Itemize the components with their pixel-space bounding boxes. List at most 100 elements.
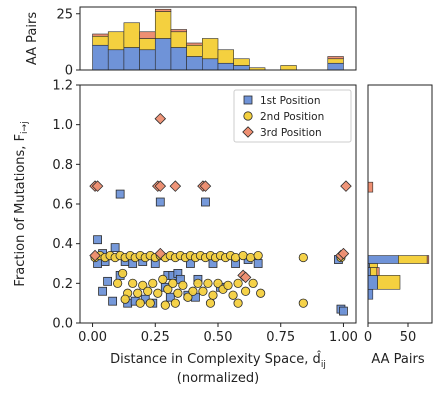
top-bar-1-15 [327, 58, 344, 64]
main-ytick-label-2: 0.4 [52, 237, 73, 252]
right-histogram-xlabel: AA Pairs [371, 352, 424, 367]
point-circle-1-33 [118, 268, 128, 279]
top-bar-1-5 [170, 31, 187, 48]
point-square-0-3 [110, 243, 120, 253]
point-circle-1-54 [223, 280, 233, 290]
legend-label-0: 1st Position [260, 95, 321, 107]
top-bar-2-3 [139, 31, 156, 39]
point-square-0-25 [201, 197, 210, 207]
legend-marker-square [243, 95, 253, 105]
top-bar-1-4 [154, 11, 172, 39]
legend: 1st Position 2nd Position 3rd Position [233, 89, 352, 143]
point-circle-1-32 [113, 278, 123, 288]
right-xtick-label-0: 0 [364, 330, 372, 345]
point-diamond-2-1 [91, 180, 104, 192]
top-bar-1-1 [107, 31, 125, 51]
main-xlabel-line2: (normalized) [177, 371, 259, 386]
top-bar-0-3 [139, 49, 156, 71]
point-diamond-2-14 [337, 247, 350, 260]
top-histogram-frame [79, 6, 357, 71]
point-circle-1-65 [120, 294, 130, 304]
top-bar-1-7 [202, 38, 219, 60]
top-bar-1-3 [139, 38, 156, 51]
main-ytick-label-6: 1.2 [52, 79, 73, 94]
right-bar-2-1 [377, 275, 401, 290]
point-circle-1-52 [213, 278, 223, 288]
main-xlabel: Distance in Complexity Space, d̂ij [110, 352, 326, 370]
point-circle-1-67 [298, 252, 308, 263]
point-square-0-4 [115, 189, 125, 199]
main-ylabel: Fraction of Mutations, Fi→j [13, 121, 30, 286]
main-xlabel-subscript: ij [321, 360, 326, 370]
point-circle-1-58 [248, 278, 258, 288]
point-circle-1-48 [193, 278, 203, 288]
main-ytick-label-4: 0.8 [52, 158, 73, 173]
point-circle-1-41 [158, 274, 168, 284]
legend-label-2: 3rd Position [260, 127, 322, 139]
top-bar-0-7 [202, 58, 219, 71]
main-xtick-label-0: 0.00 [78, 330, 107, 345]
right-bar-2-0 [367, 275, 378, 290]
point-diamond-2-8 [154, 112, 167, 125]
point-square-0-6 [98, 286, 107, 296]
top-histogram-ylabel: AA Pairs [25, 12, 40, 65]
point-circle-1-46 [183, 292, 193, 302]
point-square-0-14 [155, 197, 165, 207]
top-bar-2-4 [154, 8, 172, 12]
main-xtick-label-1: 0.25 [141, 330, 170, 345]
legend-box [233, 89, 352, 143]
point-diamond-2-12 [239, 271, 252, 284]
top-bar-0-6 [186, 56, 203, 71]
right-bar-5-1 [398, 255, 428, 264]
point-diamond-2-10 [89, 249, 101, 262]
right-bar-4-1 [369, 263, 378, 268]
point-circle-1-42 [163, 284, 173, 294]
point-circle-1-43 [168, 278, 178, 288]
top-bar-0-15 [327, 62, 344, 71]
right-bar-5-0 [367, 255, 399, 264]
right-bar-3-2 [376, 267, 380, 276]
point-circle-1-57 [241, 286, 251, 296]
main-ytick-label-0: 0.0 [52, 317, 73, 332]
main-ylabel-subscript: i→j [20, 121, 30, 134]
point-circle-1-61 [160, 300, 170, 310]
top-bar-2-15 [327, 56, 344, 60]
point-circle-1-51 [208, 290, 218, 300]
top-bar-0-0 [92, 44, 109, 71]
point-circle-1-36 [133, 288, 143, 298]
point-circle-1-63 [205, 298, 216, 308]
right-bar-1-0 [367, 288, 374, 300]
point-circle-1-29 [238, 250, 248, 261]
point-circle-1-68 [298, 298, 308, 308]
point-diamond-2-9 [154, 247, 167, 260]
point-circle-1-50 [203, 278, 213, 288]
top-bar-1-0 [92, 35, 109, 46]
point-circle-1-31 [253, 250, 263, 261]
top-bar-0-5 [170, 47, 187, 71]
top-bar-0-9 [233, 65, 250, 71]
top-bar-2-6 [186, 42, 203, 46]
point-circle-1-44 [173, 288, 183, 298]
point-circle-1-64 [233, 298, 243, 308]
right-bar-5-2 [426, 255, 430, 264]
right-xtick-label-1: 50 [400, 330, 417, 345]
main-ytick-label-3: 0.6 [52, 198, 73, 213]
right-bar-6-2 [367, 181, 374, 193]
point-circle-1-56 [233, 278, 243, 288]
point-circle-1-62 [170, 298, 180, 308]
top-bar-0-8 [217, 62, 234, 71]
top-bar-2-0 [92, 33, 109, 37]
legend-marker-circle [243, 111, 253, 121]
right-bar-3-1 [370, 267, 378, 276]
point-circle-1-28 [230, 252, 241, 263]
point-square-0-0 [93, 235, 102, 245]
point-square-0-7 [108, 296, 118, 306]
top-histogram: 0 25 AA Pairs [25, 6, 357, 79]
top-bar-1-2 [123, 22, 140, 48]
top-ytick-label-0: 0 [65, 64, 73, 79]
point-circle-1-47 [188, 286, 198, 296]
main-ylabel-text: Fraction of Mutations, F [13, 134, 28, 287]
main-xtick-label-4: 1.00 [329, 330, 358, 345]
top-bar-1-8 [217, 49, 234, 64]
